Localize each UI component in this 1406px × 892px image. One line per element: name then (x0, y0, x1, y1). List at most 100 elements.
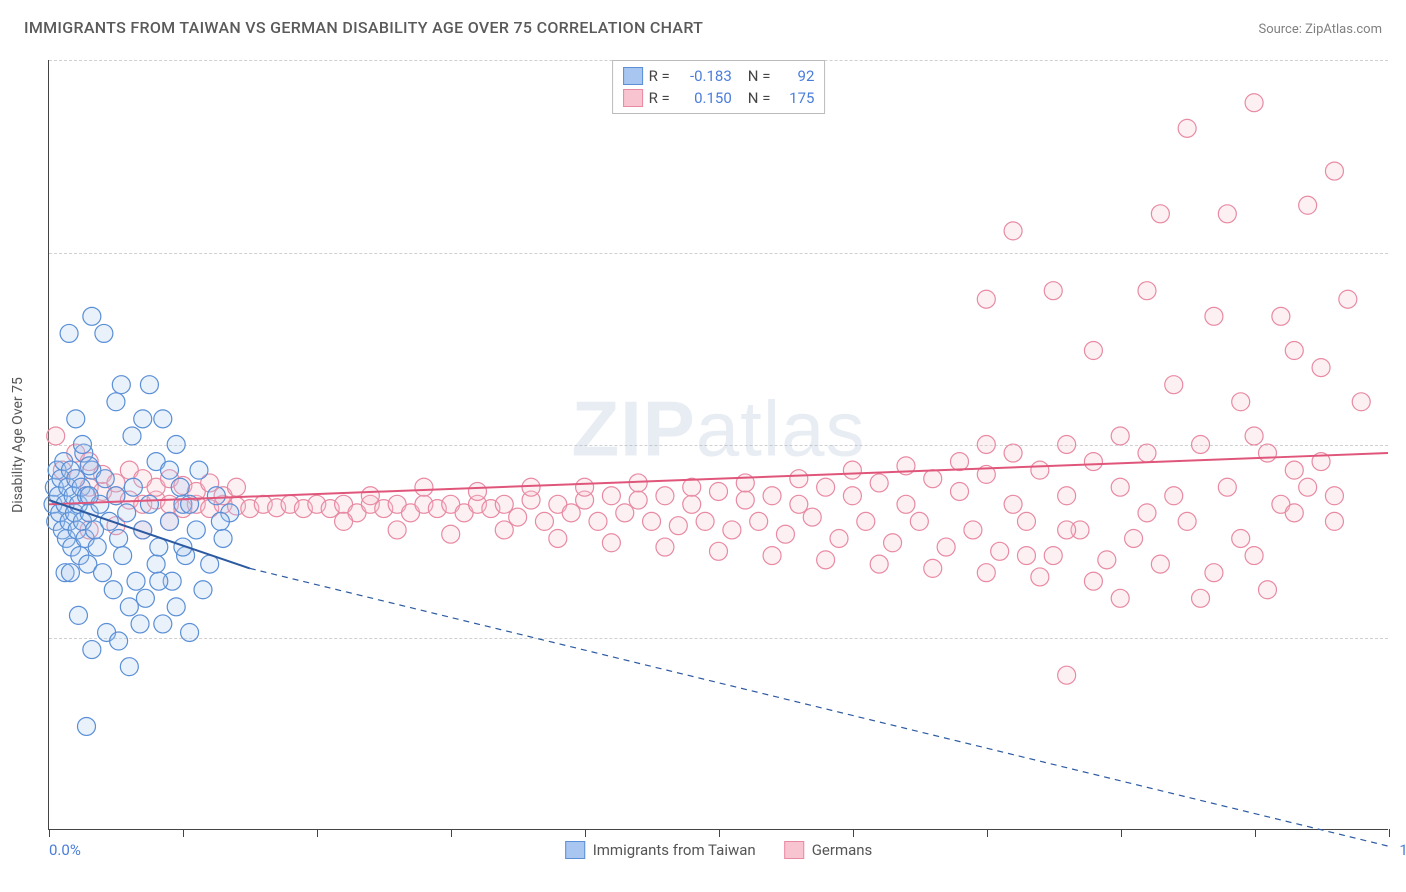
x-tick (987, 829, 988, 837)
trend-line-taiwan-dashed (250, 568, 1388, 846)
data-point (495, 495, 513, 513)
data-point (1165, 376, 1183, 394)
data-point (214, 530, 232, 548)
data-point (495, 521, 513, 539)
data-point (683, 495, 701, 513)
legend-label-taiwan: Immigrants from Taiwan (593, 841, 756, 859)
data-point (656, 487, 674, 505)
data-point (1352, 393, 1370, 411)
data-point (1192, 436, 1210, 454)
data-point (107, 393, 125, 411)
data-point (1325, 162, 1343, 180)
data-point (1232, 530, 1250, 548)
data-point (602, 534, 620, 552)
x-tick (1389, 829, 1390, 837)
x-tick (317, 829, 318, 837)
source-link[interactable]: ZipAtlas.com (1305, 22, 1382, 37)
data-point (897, 495, 915, 513)
legend-item-germans: Germans (784, 841, 873, 859)
data-point (1245, 427, 1263, 445)
data-point (656, 538, 674, 556)
data-point (127, 572, 145, 590)
data-point (167, 436, 185, 454)
data-point (154, 410, 172, 428)
x-tick (49, 829, 50, 837)
data-point (1232, 393, 1250, 411)
data-point (131, 615, 149, 633)
data-point (110, 632, 128, 650)
data-point (790, 495, 808, 513)
data-point (1004, 444, 1022, 462)
data-point (750, 512, 768, 530)
data-point (1245, 547, 1263, 565)
stats-row-taiwan: R = -0.183 N = 92 (623, 65, 815, 87)
x-tick (719, 829, 720, 837)
data-point (817, 478, 835, 496)
data-point (977, 436, 995, 454)
data-point (1031, 461, 1049, 479)
data-point (1285, 461, 1303, 479)
data-point (991, 542, 1009, 560)
r-value-germans: 0.150 (676, 89, 732, 107)
data-point (112, 376, 130, 394)
stats-row-germans: R = 0.150 N = 175 (623, 87, 815, 109)
stats-legend-box: R = -0.183 N = 92 R = 0.150 N = 175 (612, 60, 826, 114)
data-point (124, 478, 142, 496)
data-point (207, 487, 225, 505)
r-value-taiwan: -0.183 (676, 67, 732, 85)
data-point (977, 290, 995, 308)
data-point (442, 525, 460, 543)
data-point (870, 555, 888, 573)
data-point (522, 478, 540, 496)
data-point (696, 512, 714, 530)
data-point (763, 547, 781, 565)
data-point (1178, 512, 1196, 530)
data-point (710, 542, 728, 560)
data-point (1111, 427, 1129, 445)
data-point (1192, 589, 1210, 607)
data-point (1205, 564, 1223, 582)
data-point (817, 551, 835, 569)
data-point (1111, 478, 1129, 496)
data-point (1084, 342, 1102, 360)
data-point (77, 717, 95, 735)
data-point (1258, 581, 1276, 599)
data-point (1285, 342, 1303, 360)
data-point (110, 530, 128, 548)
data-point (964, 521, 982, 539)
data-point (73, 436, 91, 454)
data-point (509, 508, 527, 526)
n-value-taiwan: 92 (776, 67, 814, 85)
data-point (1017, 512, 1035, 530)
source-prefix: Source: (1258, 22, 1305, 37)
x-tick (1255, 829, 1256, 837)
data-point (1084, 572, 1102, 590)
x-tick (183, 829, 184, 837)
data-point (150, 538, 168, 556)
data-point (870, 474, 888, 492)
data-point (104, 581, 122, 599)
data-point (136, 589, 154, 607)
data-point (1165, 487, 1183, 505)
r-label: R = (649, 89, 670, 107)
data-point (1245, 94, 1263, 112)
n-value-germans: 175 (776, 89, 814, 107)
data-point (118, 504, 136, 522)
chart-title: IMMIGRANTS FROM TAIWAN VS GERMAN DISABIL… (24, 18, 703, 37)
data-point (924, 559, 942, 577)
data-point (83, 307, 101, 325)
n-label: N = (748, 67, 771, 85)
data-point (95, 324, 113, 342)
data-point (803, 508, 821, 526)
data-point (549, 530, 567, 548)
data-point (576, 478, 594, 496)
data-point (181, 623, 199, 641)
data-point (790, 470, 808, 488)
data-point (1272, 307, 1290, 325)
data-point (1004, 222, 1022, 240)
data-point (1218, 205, 1236, 223)
data-point (776, 525, 794, 543)
data-point (134, 410, 152, 428)
data-point (710, 483, 728, 501)
data-point (843, 461, 861, 479)
